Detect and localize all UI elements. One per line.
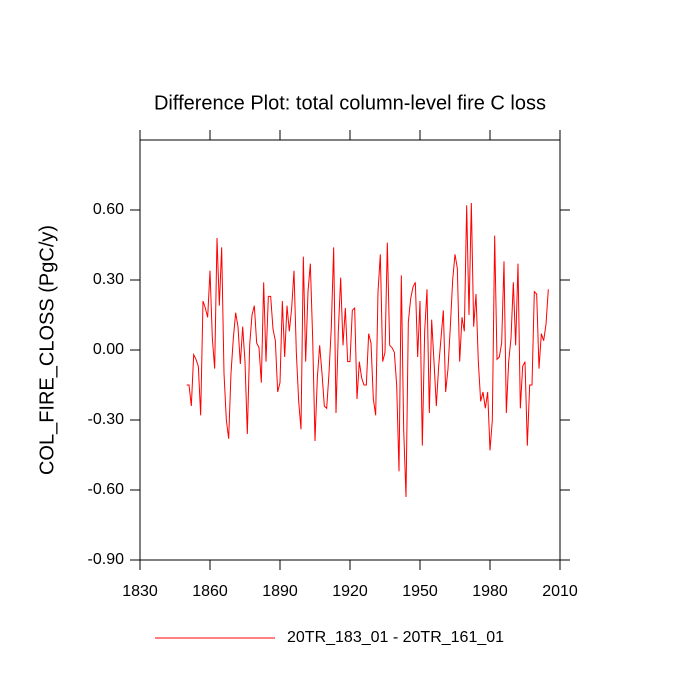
x-tick-label: 1920 <box>332 583 368 600</box>
chart-title: Difference Plot: total column-level fire… <box>154 92 546 114</box>
y-tick-label: -0.30 <box>88 411 125 428</box>
y-tick-label: 0.30 <box>93 271 124 288</box>
y-tick-label: -0.60 <box>88 481 125 498</box>
x-tick-label: 1830 <box>122 583 158 600</box>
x-tick-label: 2010 <box>542 583 578 600</box>
data-line <box>186 202 549 498</box>
x-tick-label: 1860 <box>192 583 228 600</box>
y-tick-label: 0.00 <box>93 341 124 358</box>
y-tick-label: -0.90 <box>88 551 125 568</box>
x-tick-label: 1890 <box>262 583 298 600</box>
legend-label: 20TR_183_01 - 20TR_161_01 <box>287 629 504 646</box>
y-tick-label: 0.60 <box>93 201 124 218</box>
y-axis-label: COL_FIRE_CLOSS (PgC/y) <box>36 225 58 475</box>
x-tick-label: 1950 <box>402 583 438 600</box>
x-tick-label: 1980 <box>472 583 508 600</box>
